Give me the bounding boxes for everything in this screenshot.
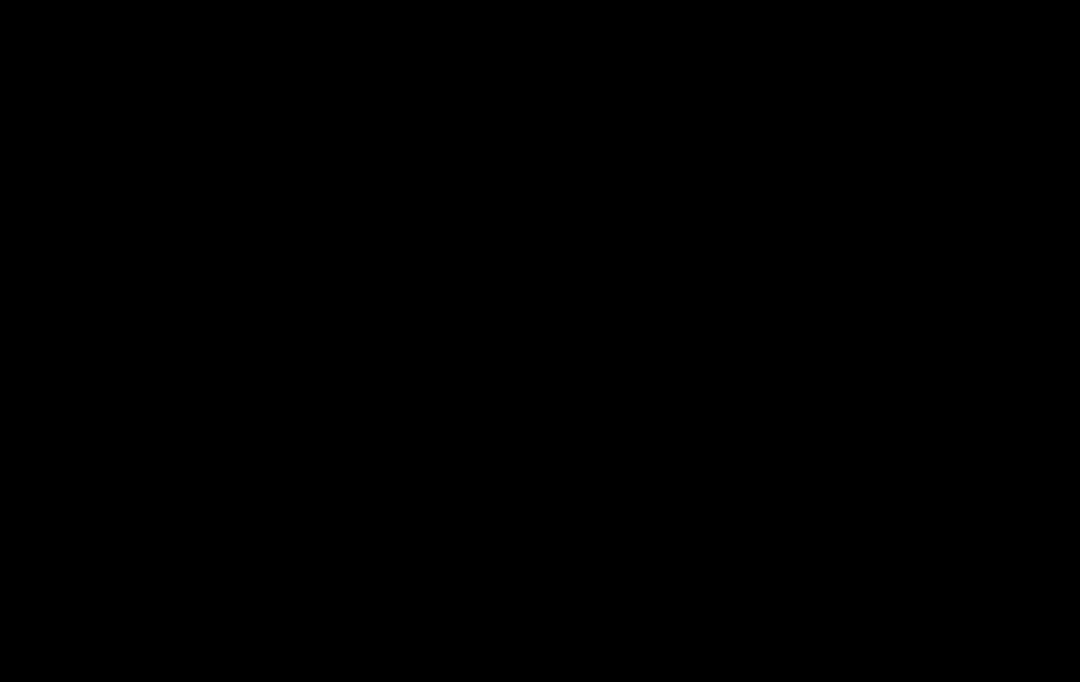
diagram-canvas [0,0,1080,682]
